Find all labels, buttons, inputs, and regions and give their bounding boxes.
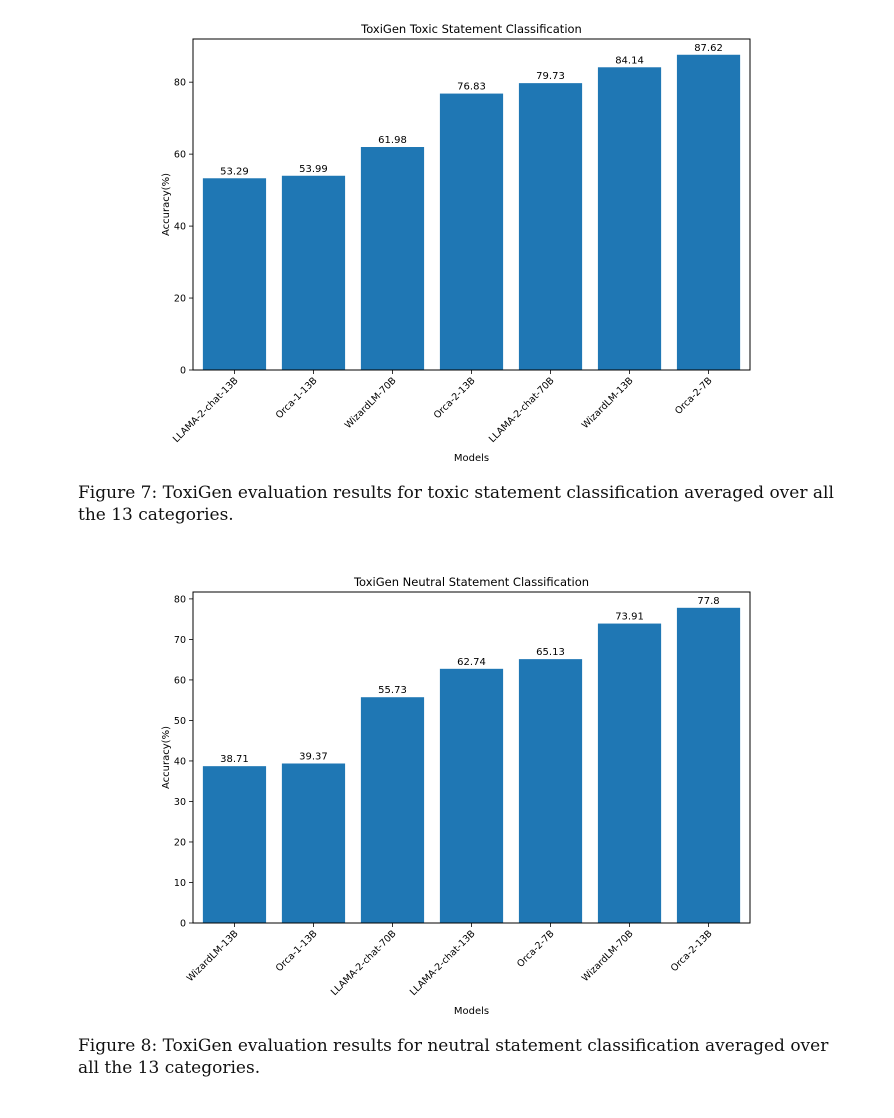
value-label-orca-2-13b: 77.8 xyxy=(697,596,719,607)
y-tick-label: 0 xyxy=(180,919,186,930)
y-tick-label: 40 xyxy=(174,222,186,233)
bar-wizardlm-13b xyxy=(202,766,267,923)
y-tick-label: 70 xyxy=(174,635,186,646)
value-label-llama-2-chat-70b: 55.73 xyxy=(378,685,407,696)
neutral-classification-chart: ToxiGen Neutral Statement Classification… xyxy=(161,575,751,1017)
x-tick-label-wizardlm-13b: WizardLM-13B xyxy=(185,928,241,984)
bar-orca-1-13b xyxy=(281,175,346,370)
y-tick-label: 60 xyxy=(174,675,186,686)
x-tick-label-wizardlm-70b: WizardLM-70B xyxy=(343,375,399,431)
x-tick-label-orca-1-13b: Orca-1-13B xyxy=(274,928,320,974)
bar-wizardlm-70b xyxy=(597,623,662,923)
bar-orca-2-13b xyxy=(676,607,741,923)
value-label-orca-2-7b: 65.13 xyxy=(536,647,565,658)
y-tick-label: 60 xyxy=(174,150,186,161)
y-tick-label: 20 xyxy=(174,294,186,305)
value-label-wizardlm-70b: 61.98 xyxy=(378,135,407,146)
figure-8-caption: Figure 8: ToxiGen evaluation results for… xyxy=(78,1036,829,1078)
x-tick-label-llama-2-chat-13b: LLAMA-2-chat-13B xyxy=(408,928,478,998)
bar-orca-2-13b xyxy=(439,93,504,370)
value-label-wizardlm-70b: 73.91 xyxy=(615,612,644,623)
bar-llama-2-chat-70b xyxy=(518,83,583,370)
y-tick-label: 0 xyxy=(180,366,186,377)
x-tick-label-orca-2-7b: Orca-2-7B xyxy=(673,375,714,416)
chart-title: ToxiGen Neutral Statement Classification xyxy=(353,575,589,589)
bar-orca-1-13b xyxy=(281,763,346,923)
figure-7-caption: Figure 7: ToxiGen evaluation results for… xyxy=(78,483,834,525)
value-label-llama-2-chat-70b: 79.73 xyxy=(536,71,565,82)
value-label-orca-1-13b: 53.99 xyxy=(299,164,328,175)
bar-wizardlm-13b xyxy=(597,67,662,370)
bar-llama-2-chat-70b xyxy=(360,697,425,923)
y-tick-label: 80 xyxy=(174,594,186,605)
chart-title: ToxiGen Toxic Statement Classification xyxy=(360,22,582,36)
value-label-llama-2-chat-13b: 53.29 xyxy=(220,166,249,177)
y-tick-label: 80 xyxy=(174,78,186,89)
value-label-orca-1-13b: 39.37 xyxy=(299,751,328,762)
bar-llama-2-chat-13b xyxy=(439,668,504,923)
value-label-wizardlm-13b: 84.14 xyxy=(615,55,644,66)
y-axis-label: Accuracy(%) xyxy=(161,173,172,236)
bar-llama-2-chat-13b xyxy=(202,178,267,370)
bar-orca-2-7b xyxy=(676,54,741,370)
x-tick-label-orca-1-13b: Orca-1-13B xyxy=(274,375,320,421)
y-axis-label: Accuracy(%) xyxy=(161,726,172,789)
value-label-llama-2-chat-13b: 62.74 xyxy=(457,657,486,668)
y-tick-label: 10 xyxy=(174,878,186,889)
value-label-orca-2-7b: 87.62 xyxy=(694,43,723,54)
bar-orca-2-7b xyxy=(518,659,583,923)
value-label-orca-2-13b: 76.83 xyxy=(457,82,486,93)
y-tick-label: 30 xyxy=(174,797,186,808)
x-tick-label-llama-2-chat-70b: LLAMA-2-chat-70B xyxy=(329,928,399,998)
x-tick-label-llama-2-chat-13b: LLAMA-2-chat-13B xyxy=(171,375,241,445)
x-axis-label: Models xyxy=(454,1006,489,1017)
y-tick-label: 40 xyxy=(174,756,186,767)
toxic-classification-chart: ToxiGen Toxic Statement Classification 53… xyxy=(161,22,751,464)
x-tick-label-wizardlm-70b: WizardLM-70B xyxy=(580,928,636,984)
x-tick-label-orca-2-7b: Orca-2-7B xyxy=(515,928,556,969)
x-tick-label-llama-2-chat-70b: LLAMA-2-chat-70B xyxy=(487,375,557,445)
bar-wizardlm-70b xyxy=(360,147,425,370)
value-label-wizardlm-13b: 38.71 xyxy=(220,754,249,765)
x-tick-label-orca-2-13b: Orca-2-13B xyxy=(432,375,478,421)
plot-frame xyxy=(192,591,751,924)
x-axis-label: Models xyxy=(454,453,489,464)
x-tick-label-wizardlm-13b: WizardLM-13B xyxy=(580,375,636,431)
plot-frame xyxy=(192,38,751,371)
y-tick-label: 50 xyxy=(174,716,186,727)
y-tick-label: 20 xyxy=(174,837,186,848)
x-tick-label-orca-2-13b: Orca-2-13B xyxy=(669,928,715,974)
